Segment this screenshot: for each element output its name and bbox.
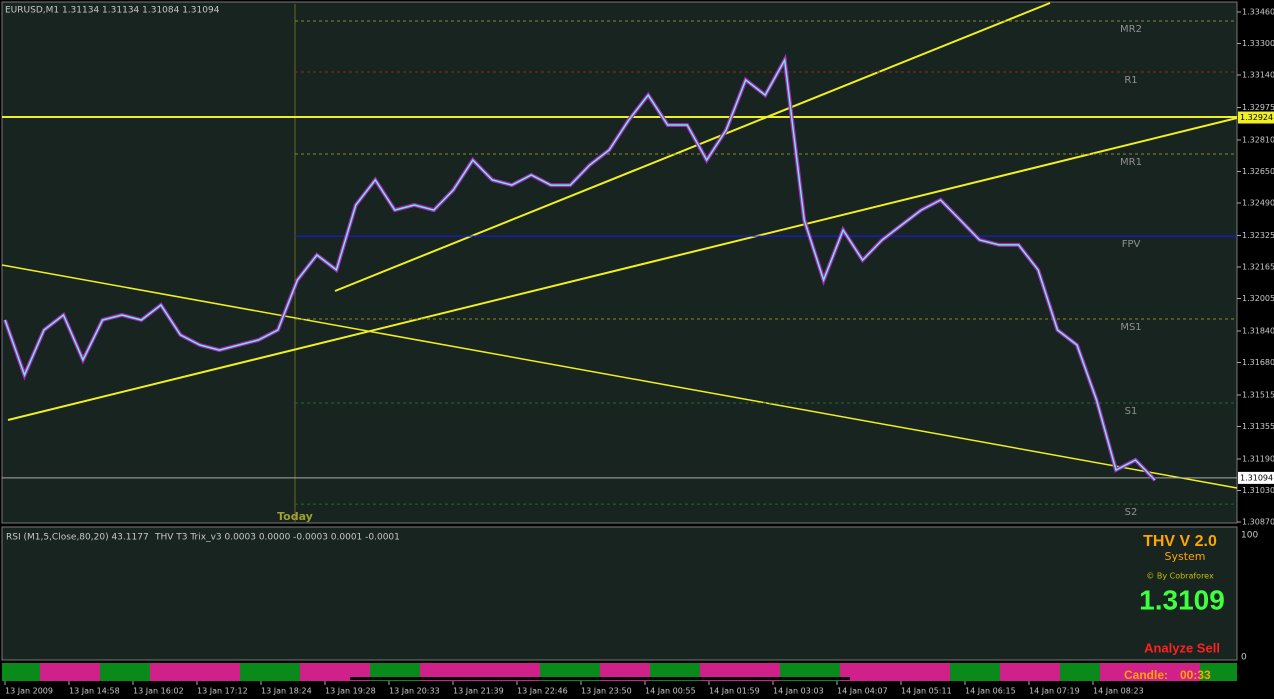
panel-credit: © By Cobraforex xyxy=(1146,572,1214,581)
x-tick-label: 13 Jan 19:28 xyxy=(325,687,376,696)
y-tick-label: 1.31190 xyxy=(1242,454,1274,463)
x-tick-label: 13 Jan 23:50 xyxy=(581,687,632,696)
candle-label: Candle: xyxy=(1124,668,1168,682)
panel-price: 1.3109 xyxy=(1139,584,1225,615)
level-label: S1 xyxy=(1125,406,1138,417)
today-label: Today xyxy=(277,510,313,523)
y-tick-label: 1.32810 xyxy=(1242,135,1274,144)
y-tick-label: 1.30870 xyxy=(1242,518,1274,527)
color-strip xyxy=(2,663,1237,681)
marker-box xyxy=(1238,111,1274,124)
y-tick-label: 1.33140 xyxy=(1242,70,1274,79)
symbol: EURUSD,M1 1.31134 1.31134 1.31084 1.3109… xyxy=(5,6,220,16)
y-tick-label: 1.32005 xyxy=(1242,294,1274,303)
y-tick-label: 1.33460 xyxy=(1242,7,1274,16)
x-tick-label: 13 Jan 22:46 xyxy=(517,687,568,696)
ind-bottom: 0 xyxy=(1241,653,1247,663)
x-tick-label: 13 Jan 2009 xyxy=(5,687,53,696)
ind-top: 100 xyxy=(1241,531,1258,541)
x-tick-label: 13 Jan 21:39 xyxy=(453,687,504,696)
y-tick-label: 1.32650 xyxy=(1242,167,1274,176)
price-line xyxy=(4,57,1156,481)
y-tick-label: 1.31840 xyxy=(1242,326,1274,335)
current-label: 1.31094 xyxy=(1240,473,1273,482)
price-pane xyxy=(1,1,1238,524)
y-tick-label: 1.32490 xyxy=(1242,198,1274,207)
x-tick-label: 14 Jan 05:11 xyxy=(901,687,952,696)
x-tick-label: 14 Jan 08:23 xyxy=(1093,687,1144,696)
x-tick-label: 13 Jan 14:58 xyxy=(69,687,120,696)
x-tick-label: 14 Jan 07:19 xyxy=(1029,687,1080,696)
indicator-pane xyxy=(1,526,1238,661)
level-label: MR2 xyxy=(1120,24,1142,35)
x-tick-label: 14 Jan 01:59 xyxy=(709,687,760,696)
x-tick-label: 14 Jan 04:07 xyxy=(837,687,888,696)
rsi-label: RSI (M1,5,Close,80,20) 43.1177 xyxy=(6,533,149,543)
trend-lines xyxy=(1,2,1238,489)
x-tick-label: 14 Jan 06:15 xyxy=(965,687,1016,696)
y-tick-label: 1.32165 xyxy=(1242,262,1274,271)
candle-time: 00:33 xyxy=(1180,668,1211,682)
y-tick-label: 1.31355 xyxy=(1242,422,1274,431)
level-label: MS1 xyxy=(1120,322,1141,333)
y-tick-label: 1.31030 xyxy=(1242,486,1274,495)
y-tick-label: 1.31515 xyxy=(1242,390,1274,399)
x-tick-label: 13 Jan 20:33 xyxy=(389,687,440,696)
x-tick-label: 14 Jan 00:55 xyxy=(645,687,696,696)
trix-label: THV T3 Trix_v3 0.0003 0.0000 -0.0003 0.0… xyxy=(154,533,400,543)
level-label: S2 xyxy=(1125,507,1138,518)
y-tick-label: 1.32975 xyxy=(1242,103,1274,112)
x-tick-label: 13 Jan 18:24 xyxy=(261,687,312,696)
x-tick-label: 14 Jan 03:03 xyxy=(773,687,824,696)
x-tick-label: 13 Jan 17:12 xyxy=(197,687,248,696)
level-label: FPV xyxy=(1122,239,1141,250)
y-tick-label: 1.33300 xyxy=(1242,39,1274,48)
panel-title: THV V 2.0 xyxy=(1143,533,1217,550)
y-tick-label: 1.31680 xyxy=(1242,358,1274,367)
current-box xyxy=(1238,471,1274,484)
marker-label: 1.32924 xyxy=(1240,113,1273,122)
y-tick-label: 1.32325 xyxy=(1242,231,1274,240)
panel-signal: Analyze Sell xyxy=(1144,640,1220,655)
panel-subtitle: System xyxy=(1164,550,1205,563)
x-tick-label: 13 Jan 16:02 xyxy=(133,687,184,696)
level-label: R1 xyxy=(1124,75,1137,86)
level-label: MR1 xyxy=(1120,157,1142,168)
